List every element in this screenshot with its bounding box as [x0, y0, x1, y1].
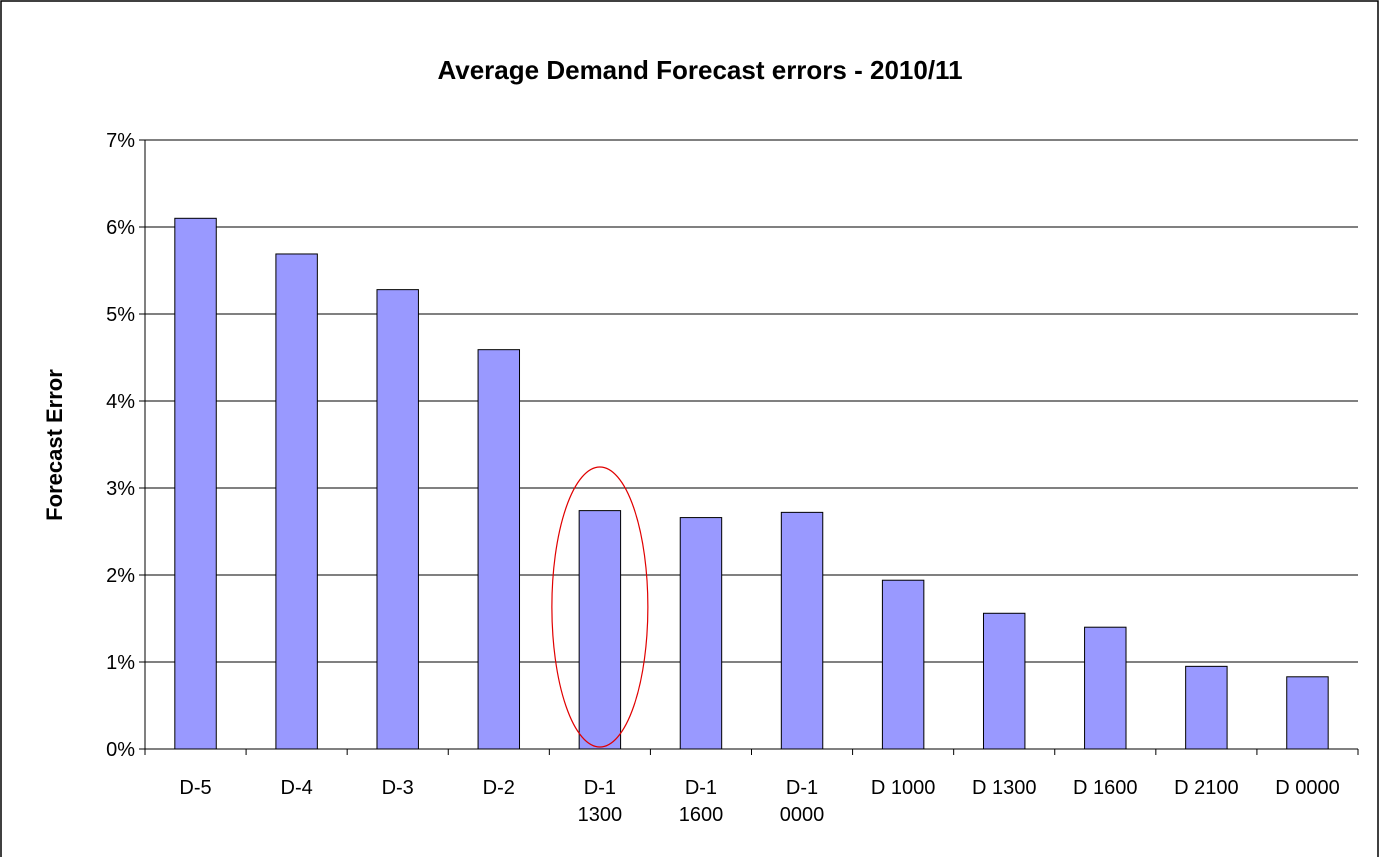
x-tick-label: D 0000 — [1275, 777, 1340, 799]
bar — [1286, 676, 1329, 750]
x-tick-label: D-3 — [382, 777, 414, 799]
bar — [1084, 626, 1127, 750]
bar — [679, 517, 723, 750]
y-axis-label: Forecast Error — [42, 369, 67, 521]
bar — [881, 579, 925, 750]
x-tick-label: D 1600 — [1073, 777, 1138, 799]
x-tick-label: D 1300 — [972, 777, 1037, 799]
y-tick-label: 1% — [106, 652, 135, 674]
bar — [1185, 665, 1228, 750]
y-tick-label: 4% — [106, 391, 135, 413]
y-tick-label: 6% — [106, 217, 135, 239]
x-tick-label: D-5 — [179, 777, 211, 799]
bar — [780, 511, 824, 750]
x-tick-label: D-1 1600 — [679, 777, 724, 826]
x-tick-label: D-1 1300 — [578, 777, 623, 826]
x-tick-label: D 1000 — [871, 777, 936, 799]
bar — [174, 217, 217, 750]
y-tick-label: 3% — [106, 478, 135, 500]
y-tick-label: 2% — [106, 565, 135, 587]
bar — [376, 289, 419, 750]
y-tick-label: 0% — [106, 739, 135, 761]
chart-title: Average Demand Forecast errors - 2010/11 — [437, 55, 962, 85]
highlight-ellipse — [551, 466, 649, 748]
y-tick-label: 7% — [106, 130, 135, 152]
x-tick-label: D-2 — [483, 777, 515, 799]
x-tick-label: D 2100 — [1174, 777, 1239, 799]
x-tick-label: D-4 — [281, 777, 313, 799]
y-tick-label: 5% — [106, 304, 135, 326]
bar — [477, 349, 521, 750]
bar — [578, 510, 622, 750]
x-tick-label: D-1 0000 — [780, 777, 825, 826]
bar — [275, 253, 318, 750]
bar — [982, 612, 1026, 750]
